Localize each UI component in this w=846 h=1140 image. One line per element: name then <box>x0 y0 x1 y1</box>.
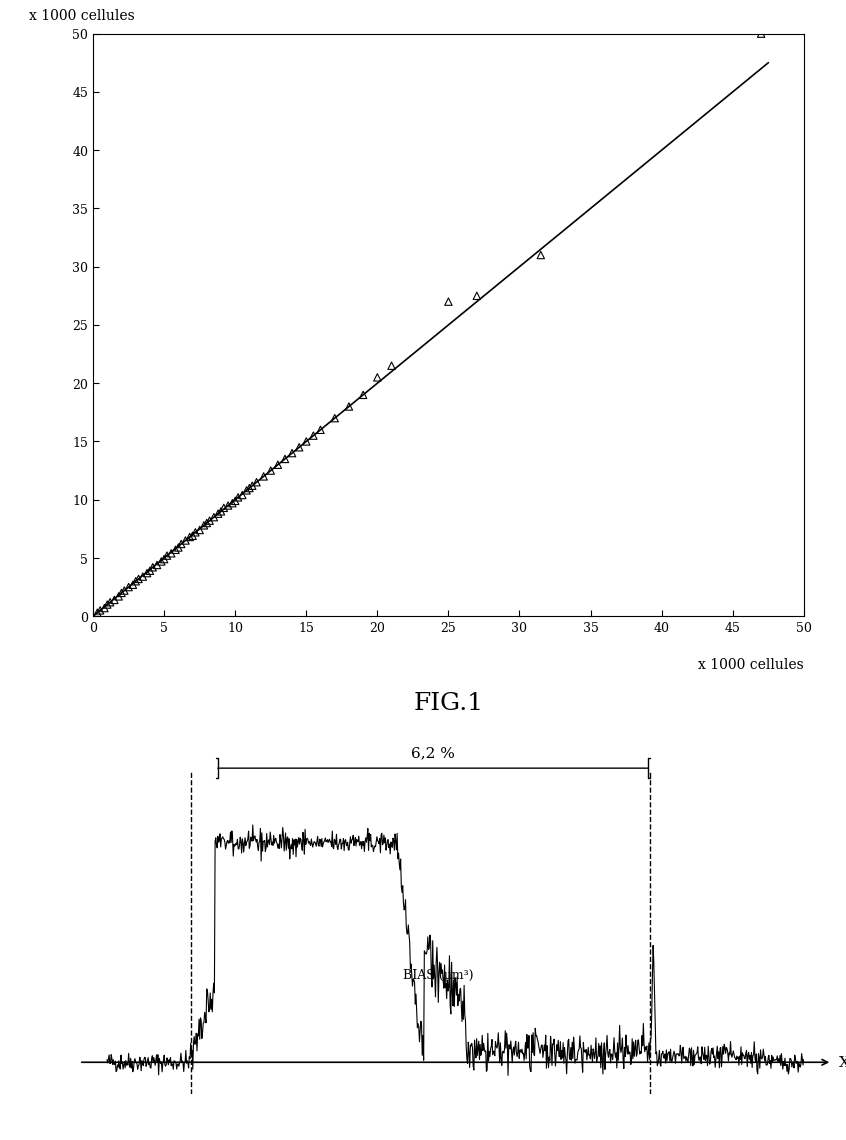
Point <box>132 570 146 588</box>
Text: FIG.1: FIG.1 <box>414 692 483 715</box>
Point <box>385 357 398 375</box>
Point <box>226 495 239 513</box>
Point <box>328 409 342 428</box>
Point <box>278 450 292 469</box>
Point <box>534 246 547 264</box>
Point <box>755 25 768 43</box>
Point <box>285 445 299 463</box>
Text: BIAS (μm³): BIAS (μm³) <box>403 969 474 982</box>
Point <box>179 531 192 549</box>
Point <box>155 553 168 571</box>
Point <box>197 516 211 535</box>
Point <box>356 386 370 405</box>
Point <box>136 568 150 586</box>
Point <box>97 600 111 618</box>
Point <box>299 433 313 451</box>
Point <box>164 545 178 563</box>
Point <box>146 559 160 577</box>
Point <box>257 467 271 486</box>
Point <box>271 456 284 474</box>
Point <box>235 487 249 505</box>
Point <box>129 572 142 591</box>
Text: 6,2 %: 6,2 % <box>411 746 454 760</box>
Point <box>207 508 221 527</box>
Text: X: X <box>839 1056 846 1069</box>
Text: x 1000 cellules: x 1000 cellules <box>698 658 804 671</box>
Point <box>228 492 242 511</box>
Text: x 1000 cellules: x 1000 cellules <box>29 9 135 23</box>
Point <box>122 578 135 596</box>
Point <box>212 505 225 523</box>
Point <box>293 439 306 457</box>
Point <box>183 528 196 546</box>
Point <box>140 564 154 583</box>
Point <box>168 542 182 560</box>
Point <box>157 551 171 569</box>
Point <box>91 604 104 622</box>
Point <box>245 477 259 495</box>
Point <box>186 527 200 545</box>
Point <box>442 293 455 311</box>
Point <box>306 426 320 445</box>
Point <box>371 368 384 386</box>
Point <box>264 462 277 480</box>
Point <box>314 421 327 439</box>
Point <box>200 514 213 532</box>
Point <box>118 581 131 600</box>
Point <box>103 593 117 611</box>
Point <box>93 602 107 620</box>
Point <box>217 499 231 518</box>
Point <box>203 512 217 530</box>
Point <box>151 556 164 575</box>
Point <box>101 596 114 614</box>
Point <box>160 547 173 565</box>
Point <box>112 587 125 605</box>
Point <box>250 473 263 491</box>
Point <box>115 584 129 602</box>
Point <box>143 562 157 580</box>
Point <box>239 481 253 499</box>
Point <box>243 479 256 497</box>
Point <box>193 521 206 539</box>
Point <box>470 287 484 306</box>
Point <box>222 497 235 515</box>
Point <box>231 489 244 507</box>
Point <box>214 503 228 521</box>
Point <box>342 398 355 416</box>
Point <box>126 576 140 594</box>
Point <box>107 591 121 609</box>
Point <box>172 538 185 556</box>
Point <box>174 535 188 553</box>
Point <box>189 523 202 542</box>
